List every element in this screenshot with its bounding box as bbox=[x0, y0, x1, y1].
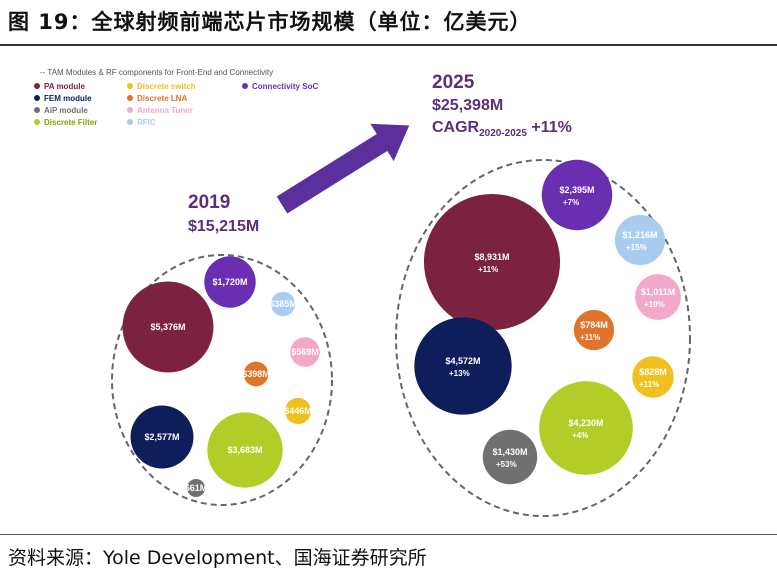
legend-label-aip-module: AiP module bbox=[44, 106, 88, 115]
group-2025-bubble-fem-module-growth: +13% bbox=[449, 369, 470, 378]
source-note: 资料来源：Yole Development、国海证券研究所 bbox=[8, 547, 427, 569]
group-2025-total: $25,398M bbox=[432, 97, 503, 114]
group-2019-bubble-rfic-value: $385M bbox=[269, 299, 297, 309]
group-2019-bubble-pa-module bbox=[122, 281, 214, 373]
title-rule bbox=[0, 44, 777, 46]
group-2025-bubble-antenna-tuner bbox=[635, 274, 681, 320]
legend-swatch-discrete-filter bbox=[34, 119, 40, 125]
group-2019-bubble-antenna-tuner-value: $569M bbox=[291, 347, 319, 357]
legend-label-rfic: RFIC bbox=[137, 118, 156, 127]
legend-label-discrete-switch: Discrete switch bbox=[137, 82, 196, 91]
legend-label-discrete-filter: Discrete Filter bbox=[44, 118, 97, 127]
group-2019-bubble-aip-module bbox=[187, 479, 205, 497]
legend-swatch-discrete-lna bbox=[127, 95, 133, 101]
legend-swatch-aip-module bbox=[34, 107, 40, 113]
group-2025-bubble-pa-module bbox=[423, 193, 561, 331]
legend-swatch-discrete-switch bbox=[127, 83, 133, 89]
group-2019-bubble-fem-module-value: $2,577M bbox=[144, 432, 179, 442]
group-2025-bubble-discrete-lna bbox=[573, 309, 615, 351]
group-2025-bubble-connectivity-soc bbox=[541, 159, 613, 231]
group-2025-bubble-discrete-switch-growth: +11% bbox=[639, 380, 659, 389]
group-2019-bubble-discrete-lna-value: $398M bbox=[242, 369, 270, 379]
group-2019-bubble-discrete-lna bbox=[243, 361, 269, 387]
group-2025-bubble-discrete-filter bbox=[539, 381, 633, 475]
group-2019-bubble-aip-module-value: $61M bbox=[185, 483, 208, 493]
group-2019-bubble-pa-module-value: $5,376M bbox=[150, 322, 185, 332]
group-2025-bubble-pa-module-value: $8,931M bbox=[474, 252, 509, 262]
group-2019-bubble-discrete-switch bbox=[284, 397, 312, 425]
group-2025-bubble-antenna-tuner-growth: +10% bbox=[644, 300, 665, 309]
group-2025-outline bbox=[395, 159, 691, 517]
group-2019-bubble-connectivity-soc-value: $1,720M bbox=[212, 277, 247, 287]
group-2025-bubble-aip-module-value: $1,430M bbox=[492, 447, 527, 457]
group-2019-bubble-discrete-switch-value: $446M bbox=[284, 406, 312, 416]
group-2025-bubble-fem-module-value: $4,572M bbox=[445, 356, 480, 366]
legend-label-connectivity-soc: Connectivity SoC bbox=[252, 82, 318, 91]
group-2025-bubble-discrete-lna-growth: +11% bbox=[580, 333, 600, 342]
legend-swatch-rfic bbox=[127, 119, 133, 125]
group-2025-bubble-discrete-filter-value: $4,230M bbox=[568, 418, 603, 428]
source-rule bbox=[0, 534, 777, 535]
group-2025-bubble-rfic-value: $1,216M bbox=[622, 230, 657, 240]
group-2019-bubble-discrete-filter bbox=[207, 412, 283, 488]
legend-swatch-antenna-tuner bbox=[127, 107, 133, 113]
group-2025-bubble-antenna-tuner-value: $1,011M bbox=[641, 287, 676, 297]
group-2025-bubble-rfic bbox=[614, 214, 666, 266]
group-2019-outline bbox=[111, 254, 333, 506]
group-2025-bubble-aip-module-growth: +53% bbox=[496, 460, 517, 469]
group-2025-bubble-discrete-filter-growth: +4% bbox=[572, 431, 588, 440]
group-2025-bubble-connectivity-soc-growth: +7% bbox=[563, 198, 579, 207]
legend-title: -- TAM Modules & RF components for Front… bbox=[40, 68, 273, 77]
group-2019-bubble-rfic bbox=[270, 291, 296, 317]
group-2025-bubble-connectivity-soc-value: $2,395M bbox=[559, 185, 594, 195]
group-2019-total: $15,215M bbox=[188, 218, 259, 235]
legend-swatch-pa-module bbox=[34, 83, 40, 89]
group-2025-bubble-aip-module bbox=[482, 429, 538, 485]
group-2025-bubble-discrete-switch-value: $828M bbox=[639, 367, 667, 377]
group-2025-year: 2025 bbox=[432, 72, 475, 93]
group-2025-bubble-pa-module-growth: +11% bbox=[478, 265, 498, 274]
legend-label-antenna-tuner: Antenna Tuner bbox=[137, 106, 193, 115]
group-2025-bubble-rfic-growth: +15% bbox=[626, 243, 647, 252]
legend-label-discrete-lna: Discrete LNA bbox=[137, 94, 187, 103]
group-2025-bubble-discrete-lna-value: $784M bbox=[580, 320, 608, 330]
legend-swatch-fem-module bbox=[34, 95, 40, 101]
growth-arrow: +11% bbox=[276, 123, 410, 214]
group-2025-bubble-fem-module bbox=[414, 317, 512, 415]
legend-swatch-connectivity-soc bbox=[242, 83, 248, 89]
group-2025-bubble-discrete-switch bbox=[632, 356, 674, 398]
legend-label-fem-module: FEM module bbox=[44, 94, 92, 103]
group-2019-bubble-antenna-tuner bbox=[290, 337, 320, 367]
group-2025-cagr: CAGR2020-2025 +11% bbox=[432, 119, 572, 139]
group-2019-bubble-connectivity-soc bbox=[204, 256, 256, 308]
rf-market-bubble-chart: -- TAM Modules & RF components for Front… bbox=[34, 68, 691, 517]
figure-title: 图 19：全球射频前端芯片市场规模（单位：亿美元） bbox=[8, 10, 532, 34]
group-2019-bubble-fem-module bbox=[130, 405, 194, 469]
group-2019-year: 2019 bbox=[188, 192, 230, 213]
group-2019-bubble-discrete-filter-value: $3,683M bbox=[227, 445, 262, 455]
growth-arrow-shape bbox=[276, 123, 410, 214]
legend-label-pa-module: PA module bbox=[44, 82, 85, 91]
